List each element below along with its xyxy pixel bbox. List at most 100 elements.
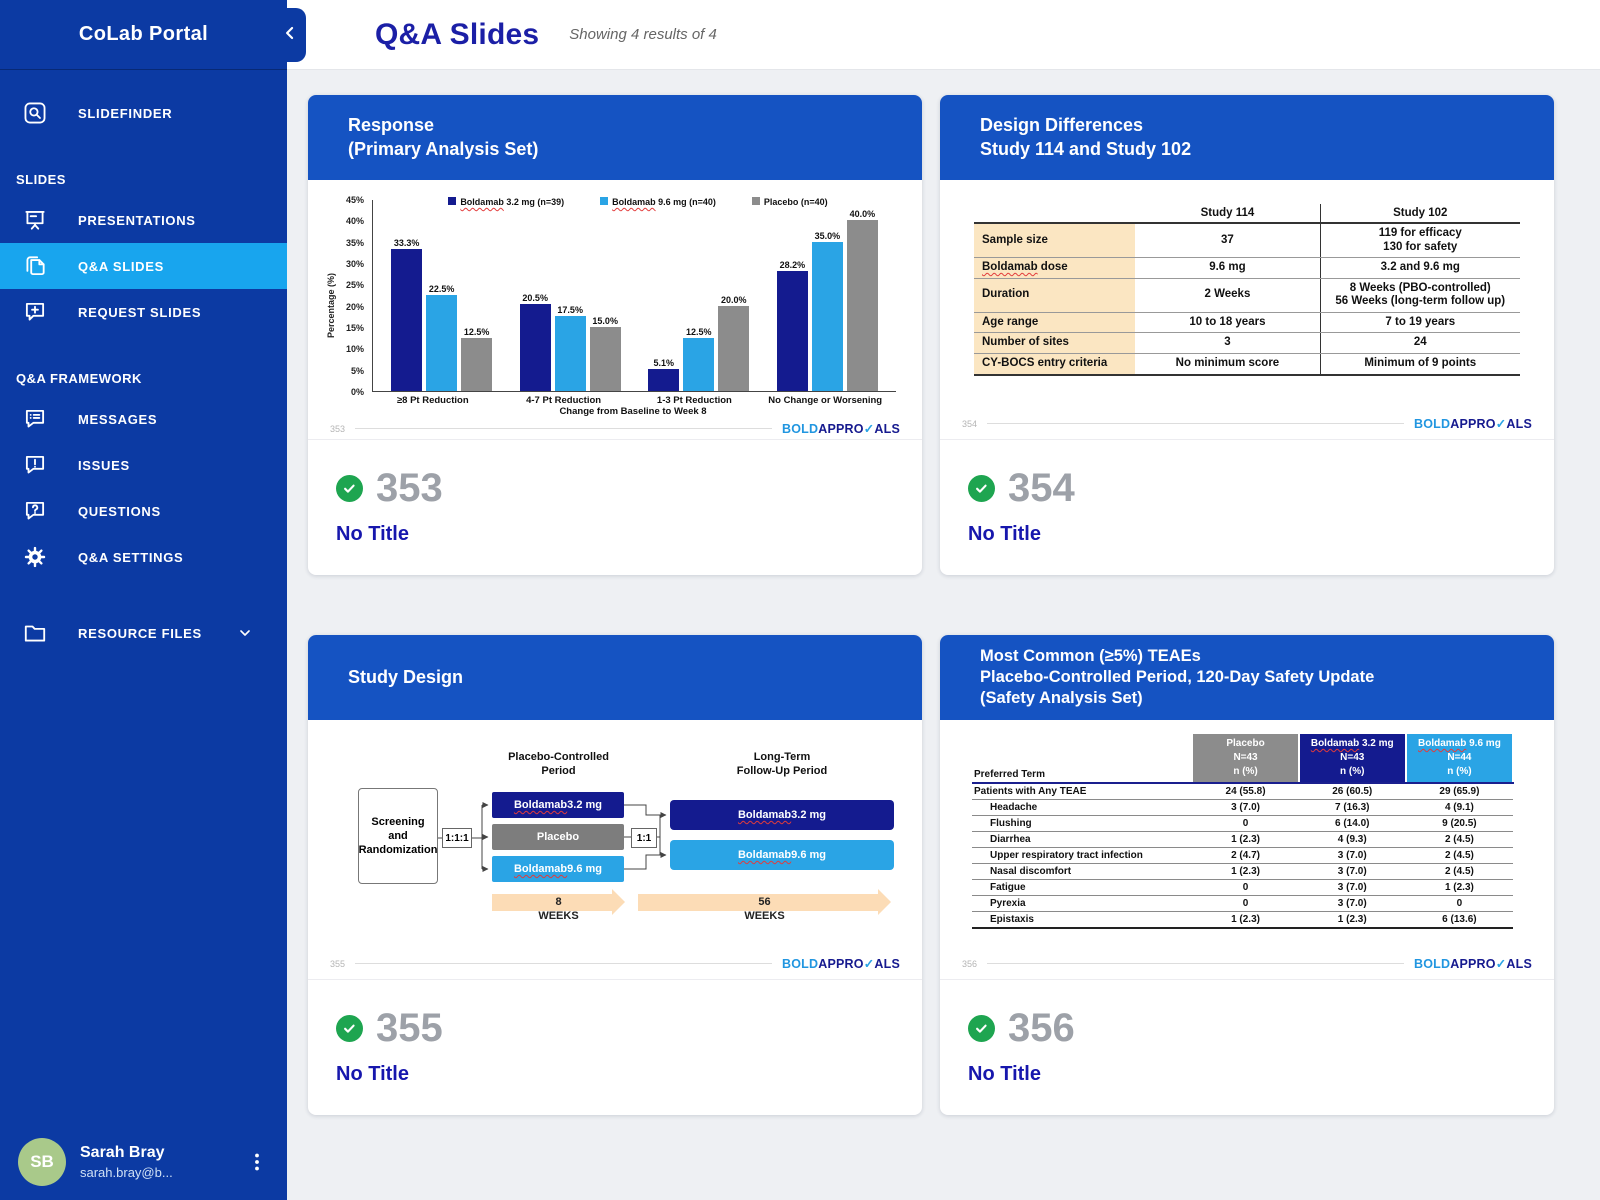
chevron-down-icon[interactable] — [237, 625, 253, 641]
card-footer: 356 No Title — [940, 980, 1554, 1086]
bar-column: 12.5% — [461, 326, 493, 391]
bar-group: 5.1% 12.5% 20.0% — [639, 295, 759, 391]
table-header-row: Preferred Term Placebo N=43 n (%) Boldamab 3… — [972, 734, 1515, 784]
boldapprovals-logo: BOLDAPPRO✓ALS — [782, 422, 900, 436]
study-102-cell: 8 Weeks (PBO-controlled) 56 Weeks (long-… — [1319, 278, 1520, 313]
slide-title-text: No Title — [968, 523, 1041, 545]
bar — [811, 241, 843, 391]
bar-group: 20.5% 17.5% 15.0% — [510, 293, 630, 391]
period2-heading: Long-Term Follow-Up Period — [736, 751, 828, 778]
slide-card-grid: Response (Primary Analysis Set) Percenta… — [287, 70, 1600, 1115]
value-cell: 3 (7.0) — [1192, 799, 1299, 816]
table-row: Age range 10 to 18 years 7 to 19 years — [974, 312, 1520, 334]
sidebar: CoLab Portal SLIDEFINDER SLIDES PRESENTA… — [0, 0, 287, 1200]
y-tick-label: 15% — [345, 323, 364, 333]
sidebar-item-slidefinder[interactable]: SLIDEFINDER — [0, 90, 287, 136]
preferred-term-cell: Pyrexia — [972, 895, 1193, 912]
treatment-arm-box: Boldamab 9.6 mg — [492, 856, 624, 882]
chart-plot-area: 33.3% 22.5% 12.5% 20.5% 17.5% 15.0% 5.1% 12.5% 2… — [372, 200, 896, 392]
slide-thumbnail[interactable]: Percentage (%) Boldamab 3.2 mg (n=39) Bol… — [308, 180, 922, 440]
sidebar-collapse-button[interactable] — [268, 8, 306, 62]
bar — [391, 248, 423, 391]
bar — [519, 303, 551, 391]
value-cell: 9 (20.5) — [1405, 815, 1513, 832]
slide-card-354[interactable]: Design Differences Study 114 and Study 1… — [940, 95, 1554, 575]
chart-x-categories: ≥8 Pt Reduction 4-7 Pt Reduction 1-3 Pt Re… — [362, 392, 896, 406]
slide-number: 353 — [330, 423, 346, 434]
slide-card-355[interactable]: Study Design — [308, 635, 922, 1115]
sidebar-item-label: REQUEST SLIDES — [78, 304, 202, 320]
folder-icon — [22, 620, 48, 646]
bar — [648, 369, 680, 391]
preferred-term-cell: Patients with Any TEAE — [972, 783, 1193, 800]
treatment-arm-box: Boldamab 3.2 mg — [492, 792, 624, 818]
sidebar-item-request-slides[interactable]: REQUEST SLIDES — [0, 289, 287, 335]
y-tick-label: 0% — [350, 387, 364, 397]
results-count: Showing 4 results of 4 — [569, 26, 717, 43]
slide-footer: 356 BOLDAPPRO✓ALS — [958, 952, 1536, 973]
boldapprovals-logo: BOLDAPPRO✓ALS — [1414, 957, 1532, 971]
bar-value-label: 28.2% — [779, 259, 806, 270]
sidebar-item-qa-settings[interactable]: Q&A SETTINGS — [0, 534, 287, 580]
footer-divider-line — [355, 963, 773, 964]
slide-card-353[interactable]: Response (Primary Analysis Set) Percenta… — [308, 95, 922, 575]
sidebar-item-qa-slides[interactable]: Q&A SLIDES — [0, 243, 287, 289]
treatment-arm-box: Placebo — [492, 824, 624, 850]
value-cell: 3 (7.0) — [1298, 847, 1406, 864]
legend-swatch — [448, 197, 457, 205]
bar-value-label: 35.0% — [814, 230, 841, 241]
gear-icon — [22, 544, 48, 570]
study-114-cell: 9.6 mg — [1135, 257, 1320, 279]
card-footer: 353 No Title — [308, 440, 922, 546]
treatment-column-header: Boldamab 3.2 mg N=43 n (%) — [1297, 734, 1407, 784]
screening-box: Screening and Randomization — [358, 788, 438, 884]
value-cell: 2 (4.5) — [1405, 831, 1513, 848]
value-cell: 4 (9.1) — [1405, 799, 1513, 816]
slide-card-356[interactable]: Most Common (≥5%) TEAEs Placebo-Controll… — [940, 635, 1554, 1115]
row-label-cell: CY-BOCS entry criteria — [974, 353, 1136, 376]
teae-table-head: Preferred Term Placebo N=43 n (%) Boldamab 3… — [972, 734, 1515, 784]
value-cell: 1 (2.3) — [1405, 879, 1513, 896]
value-cell: 3 (7.0) — [1298, 879, 1406, 896]
slide-thumbnail[interactable]: Placebo-Controlled Period Long-Term Foll… — [308, 720, 922, 980]
legend-swatch — [751, 197, 760, 205]
row-label-cell: Number of sites — [974, 332, 1136, 354]
teae-table: Preferred Term Placebo N=43 n (%) Boldamab 3… — [972, 734, 1515, 929]
kebab-menu-icon[interactable] — [245, 1150, 269, 1174]
table-row: Sample size 37 119 for efficacy 130 for sa… — [974, 223, 1520, 259]
value-cell: 24 (55.8) — [1192, 783, 1299, 800]
bar-value-label: 5.1% — [653, 358, 675, 369]
value-cell: 1 (2.3) — [1192, 863, 1299, 880]
request-slide-icon — [22, 299, 48, 325]
value-cell: 3 (7.0) — [1298, 863, 1406, 880]
sidebar-item-resource-files[interactable]: RESOURCE FILES — [0, 610, 287, 656]
y-tick-label: 30% — [345, 259, 364, 269]
sidebar-item-questions[interactable]: QUESTIONS — [0, 488, 287, 534]
sidebar-item-label: PRESENTATIONS — [78, 212, 196, 228]
study-102-cell: 24 — [1319, 332, 1520, 354]
bar — [554, 316, 586, 391]
value-cell: 0 — [1192, 815, 1299, 832]
table-row: Patients with Any TEAE 24 (55.8) 26 (60.5)… — [972, 783, 1513, 800]
slide-id: 353 — [376, 466, 443, 510]
sidebar-item-presentations[interactable]: PRESENTATIONS — [0, 197, 287, 243]
treatment-column-header: Placebo N=43 n (%) — [1191, 734, 1300, 784]
timeline-label-8-weeks: 8 WEEKS — [538, 896, 579, 923]
bar-value-label: 12.5% — [463, 326, 490, 337]
value-cell: 0 — [1192, 879, 1299, 896]
boldapprovals-logo: BOLDAPPRO✓ALS — [1414, 417, 1532, 431]
row-label-cell: Duration — [974, 278, 1136, 313]
sidebar-item-messages[interactable]: MESSAGES — [0, 396, 287, 442]
avatar: SB — [18, 1138, 66, 1186]
approved-check-icon — [968, 1015, 995, 1042]
bar-chart: Boldamab 3.2 mg (n=39) Boldamab 9.6 mg (n… — [336, 195, 904, 397]
slide-thumbnail[interactable]: Study 114 Study 102 Sample size 37 119 for… — [940, 180, 1554, 440]
sidebar-item-issues[interactable]: ISSUES — [0, 442, 287, 488]
row-label-cell: Sample size — [974, 223, 1136, 259]
user-profile: SB Sarah Bray sarah.bray@b... — [0, 1138, 287, 1186]
preferred-term-header: Preferred Term — [972, 734, 1193, 784]
slide-title-band: Response (Primary Analysis Set) — [308, 95, 922, 180]
slide-thumbnail[interactable]: Preferred Term Placebo N=43 n (%) Boldamab 3… — [940, 720, 1554, 980]
bar — [461, 337, 493, 391]
value-cell: 7 (16.3) — [1298, 799, 1406, 816]
